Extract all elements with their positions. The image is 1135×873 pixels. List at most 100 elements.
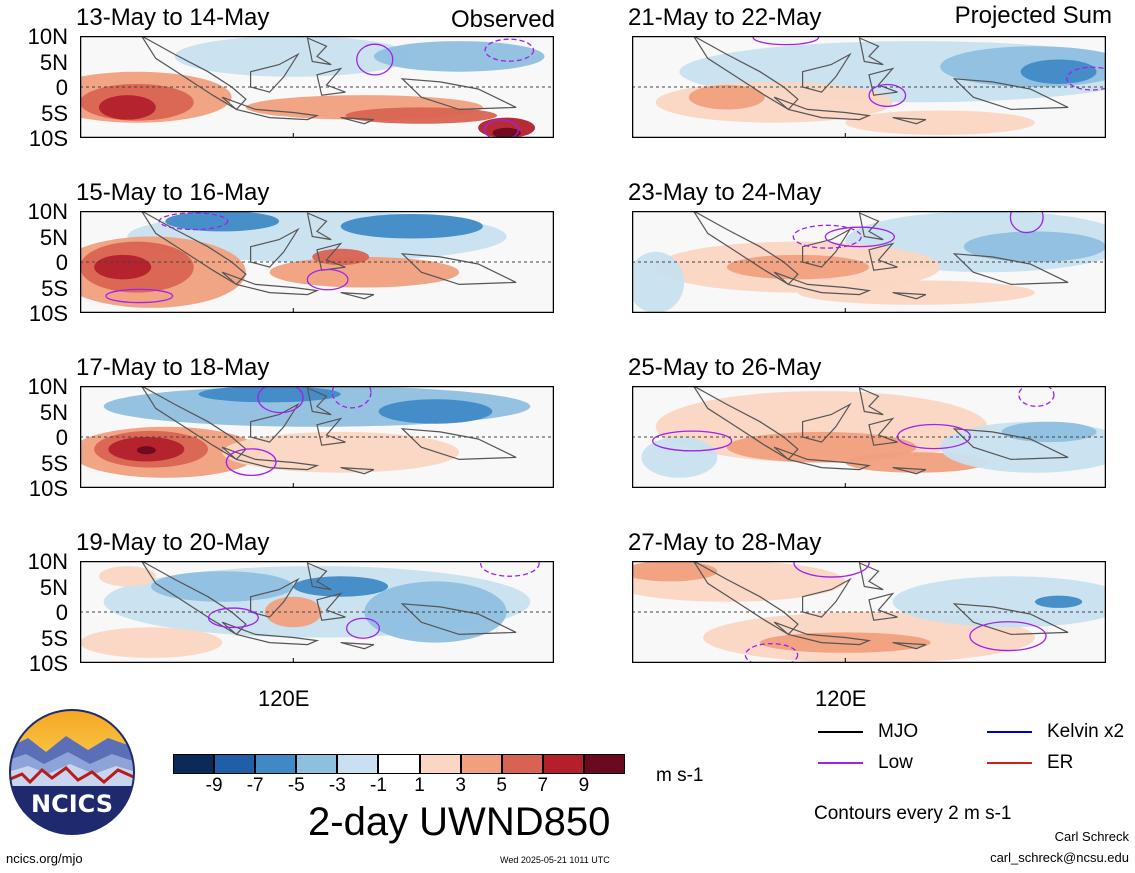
coastline bbox=[892, 117, 927, 125]
wind-anomaly-shade bbox=[963, 231, 1106, 262]
low-contour bbox=[484, 38, 535, 62]
map-panel-projected-2: 23-May to 24-May bbox=[628, 177, 1112, 317]
wind-anomaly-shade bbox=[1020, 59, 1097, 84]
x-tick-120e-left: 120E bbox=[258, 686, 310, 711]
low-contour bbox=[868, 83, 907, 108]
coastline bbox=[221, 271, 320, 296]
panel-title: 13-May to 14-May bbox=[76, 4, 270, 31]
wind-anomaly-shade bbox=[264, 596, 322, 628]
y-tick-label: 10S bbox=[28, 476, 68, 501]
wind-anomaly-shade bbox=[797, 280, 1035, 305]
coastline bbox=[892, 642, 927, 650]
y-tick-label: 10N bbox=[27, 199, 68, 224]
map-panel-observed-3: 17-May to 18-May bbox=[76, 352, 560, 492]
panel-title: 21-May to 22-May bbox=[628, 4, 822, 31]
wind-anomaly-shade bbox=[98, 95, 156, 120]
colorbar-swatch bbox=[255, 754, 297, 774]
colorbar-label: -1 bbox=[370, 775, 387, 796]
wind-anomaly-shade bbox=[165, 211, 280, 232]
coastline bbox=[340, 467, 375, 475]
uwnd-map bbox=[80, 36, 554, 138]
map-panel-projected-3: 25-May to 26-May bbox=[628, 352, 1112, 492]
colorbar-label: -3 bbox=[328, 775, 346, 796]
low-contour bbox=[484, 119, 519, 138]
site-url: ncics.org/mjo bbox=[6, 851, 83, 866]
map-panel-projected-4: 27-May to 28-May bbox=[628, 527, 1112, 667]
y-tick-label: 0 bbox=[55, 75, 68, 100]
wind-anomaly-shade bbox=[345, 107, 498, 124]
wind-anomaly-shade bbox=[492, 127, 521, 138]
coastline bbox=[858, 211, 884, 241]
legend-line-er bbox=[987, 762, 1032, 764]
contour-note: Contours every 2 m s-1 bbox=[814, 803, 1012, 824]
low-contour bbox=[225, 448, 277, 477]
low-contour bbox=[969, 621, 1047, 652]
colorbar-swatch bbox=[460, 754, 502, 774]
colorbar-swatch bbox=[296, 754, 338, 774]
coastline bbox=[892, 292, 927, 300]
coastline bbox=[306, 211, 332, 241]
wind-anomaly-shade bbox=[198, 386, 341, 403]
panel-border bbox=[632, 36, 1106, 138]
coastline bbox=[773, 271, 872, 296]
colorbar-swatch bbox=[542, 754, 584, 774]
coastline bbox=[892, 467, 927, 475]
coastline bbox=[306, 561, 332, 591]
logo-text: NCICS bbox=[31, 790, 113, 818]
low-contour bbox=[331, 386, 372, 409]
wind-anomaly-shade bbox=[94, 254, 152, 280]
legend-line-low bbox=[818, 762, 863, 764]
wind-anomaly-shade bbox=[378, 399, 493, 424]
legend-line-kelvin-x2 bbox=[987, 731, 1032, 733]
map-panel-observed-2: 15-May to 16-May bbox=[76, 177, 560, 317]
coastline bbox=[868, 417, 898, 446]
coastline bbox=[400, 253, 517, 286]
x-tick-120e-right: 120E bbox=[815, 686, 867, 711]
y-tick-label: 5N bbox=[39, 224, 68, 250]
wind-anomaly-shade bbox=[373, 41, 545, 72]
legend-label: Kelvin x2 bbox=[1047, 721, 1125, 742]
wind-anomaly-shade bbox=[892, 576, 1106, 628]
panel-border bbox=[632, 211, 1106, 313]
wind-anomaly-shade bbox=[688, 84, 765, 110]
y-tick-label: 5S bbox=[41, 450, 68, 476]
wind-anomaly-shade bbox=[269, 256, 460, 288]
panel-title: 25-May to 26-May bbox=[628, 354, 822, 381]
coastline bbox=[858, 386, 884, 416]
timestamp: Wed 2025-05-21 1011 UTC bbox=[500, 855, 610, 865]
uwnd-map bbox=[632, 561, 1106, 663]
low-contour bbox=[1009, 211, 1044, 234]
panel-border bbox=[632, 386, 1106, 488]
coastline bbox=[858, 36, 884, 66]
uwnd-map bbox=[632, 386, 1106, 488]
wind-anomaly-shade bbox=[632, 251, 685, 313]
low-contour bbox=[479, 561, 540, 577]
y-tick-label: 5S bbox=[41, 625, 68, 651]
wind-anomaly-shade bbox=[151, 571, 294, 602]
low-contour bbox=[1018, 386, 1055, 407]
wind-anomaly-shade bbox=[759, 632, 931, 653]
legend-label: Low bbox=[878, 752, 913, 773]
coastline bbox=[316, 67, 346, 96]
low-contour bbox=[207, 607, 259, 629]
coastline bbox=[316, 592, 346, 621]
coastline bbox=[952, 78, 1069, 111]
coastline bbox=[773, 96, 872, 121]
y-tick-label: 10S bbox=[28, 126, 68, 151]
low-contour bbox=[652, 430, 733, 452]
wind-anomaly-shade bbox=[98, 566, 156, 587]
low-contour bbox=[792, 224, 862, 249]
coastline bbox=[773, 446, 872, 471]
colorbar-swatch bbox=[173, 754, 215, 774]
colorbar-label: 1 bbox=[414, 775, 425, 796]
y-tick-label: 10S bbox=[28, 301, 68, 326]
coastline bbox=[773, 621, 872, 646]
coastline bbox=[868, 67, 898, 96]
coastline bbox=[400, 78, 517, 111]
panel-title: 27-May to 28-May bbox=[628, 529, 822, 556]
coastline bbox=[868, 242, 898, 271]
map-panel-observed-4: 19-May to 20-May bbox=[76, 527, 560, 667]
uwnd-map bbox=[80, 211, 554, 313]
y-tick-label: 10N bbox=[27, 374, 68, 399]
uwnd-map bbox=[80, 561, 554, 663]
